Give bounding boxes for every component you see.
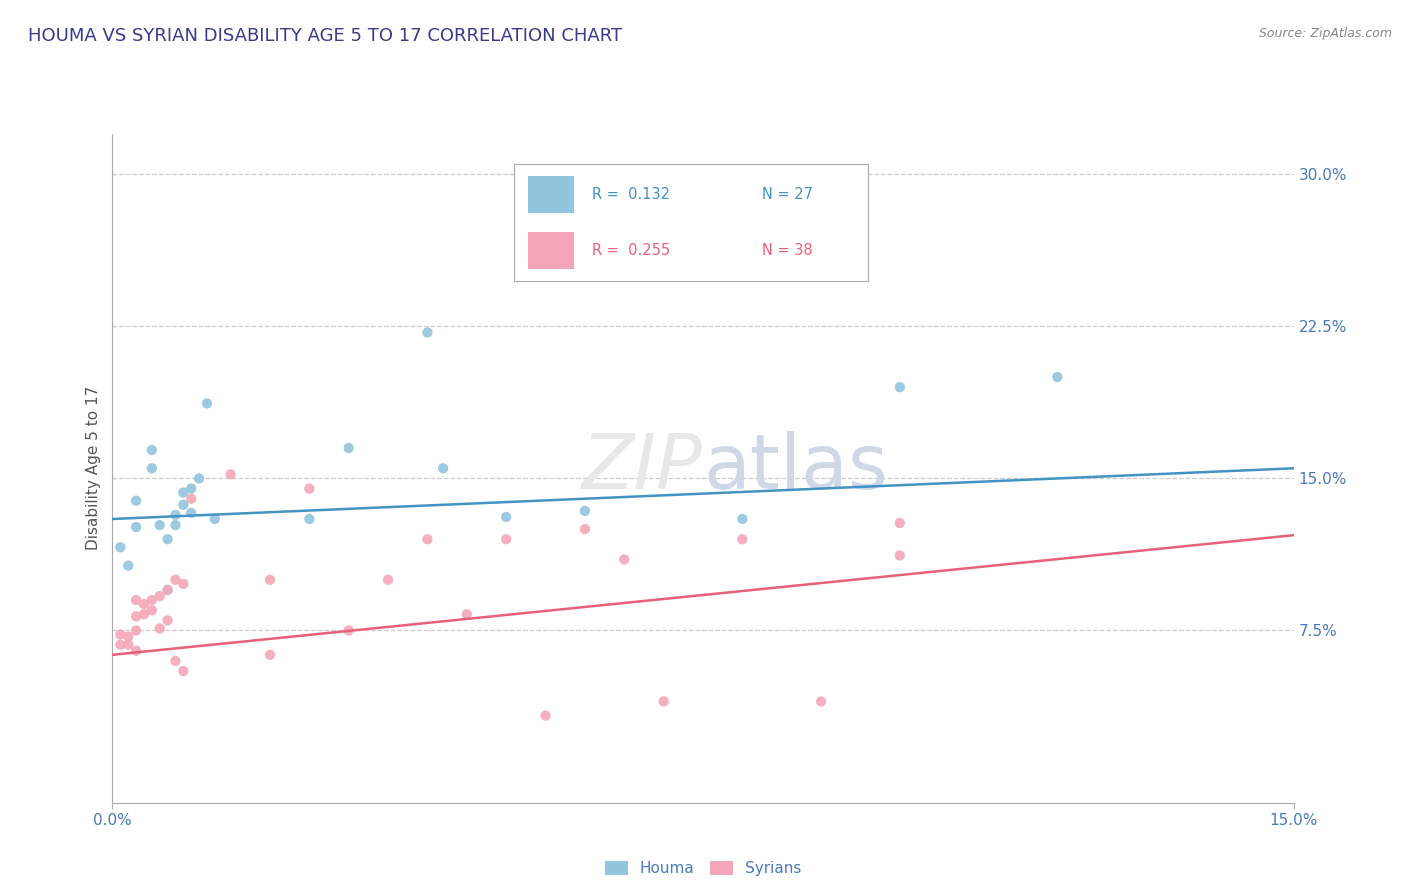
Point [219, 467, 242, 482]
Legend: Houma, Syrians: Houma, Syrians [599, 855, 807, 882]
Point [180, 506, 202, 520]
Point [172, 498, 194, 512]
Point [110, 627, 132, 641]
Point [574, 504, 596, 518]
Text: R =  0.132: R = 0.132 [592, 186, 671, 202]
Point [204, 512, 226, 526]
Point [132, 607, 155, 622]
Point [432, 461, 454, 475]
Text: atlas: atlas [703, 432, 887, 505]
Point [141, 593, 163, 607]
Point [195, 396, 218, 410]
Text: HOUMA VS SYRIAN DISABILITY AGE 5 TO 17 CORRELATION CHART: HOUMA VS SYRIAN DISABILITY AGE 5 TO 17 C… [28, 27, 623, 45]
Point [298, 512, 321, 526]
Point [889, 380, 911, 394]
Point [125, 644, 148, 658]
Point [132, 597, 155, 611]
Point [337, 624, 360, 638]
Point [156, 582, 179, 597]
FancyBboxPatch shape [529, 232, 574, 269]
Point [156, 613, 179, 627]
Point [810, 694, 832, 708]
Point [117, 638, 139, 652]
FancyBboxPatch shape [529, 176, 574, 213]
Point [534, 708, 557, 723]
Point [889, 516, 911, 530]
Point [156, 582, 179, 597]
Text: N = 27: N = 27 [762, 186, 813, 202]
Point [141, 443, 163, 458]
Point [180, 491, 202, 506]
Point [337, 441, 360, 455]
Point [652, 694, 675, 708]
Point [731, 533, 754, 547]
Point [377, 573, 399, 587]
Point [259, 648, 281, 662]
Point [149, 622, 172, 636]
Point [889, 549, 911, 563]
Point [1046, 370, 1069, 384]
Point [141, 603, 163, 617]
Text: N = 38: N = 38 [762, 243, 813, 258]
Point [125, 609, 148, 624]
Point [117, 630, 139, 644]
Point [156, 533, 179, 547]
Y-axis label: Disability Age 5 to 17: Disability Age 5 to 17 [86, 386, 101, 550]
Point [495, 510, 517, 524]
Point [149, 518, 172, 533]
Point [125, 520, 148, 534]
Point [416, 533, 439, 547]
Point [165, 508, 187, 522]
Point [298, 482, 321, 496]
Point [574, 522, 596, 536]
Point [613, 552, 636, 566]
Text: ZIP: ZIP [582, 432, 703, 505]
Point [456, 607, 478, 622]
Point [165, 518, 187, 533]
Point [259, 573, 281, 587]
Point [141, 461, 163, 475]
Point [172, 664, 194, 678]
Point [110, 541, 132, 555]
Point [165, 573, 187, 587]
Point [125, 493, 148, 508]
Point [125, 624, 148, 638]
Point [180, 482, 202, 496]
Point [416, 326, 439, 340]
Point [172, 485, 194, 500]
Point [172, 577, 194, 591]
Point [149, 589, 172, 603]
Point [165, 654, 187, 668]
Point [125, 593, 148, 607]
Text: Source: ZipAtlas.com: Source: ZipAtlas.com [1258, 27, 1392, 40]
Point [495, 533, 517, 547]
Point [731, 512, 754, 526]
Point [110, 638, 132, 652]
Text: R =  0.255: R = 0.255 [592, 243, 671, 258]
Point [117, 558, 139, 573]
Point [188, 471, 211, 485]
